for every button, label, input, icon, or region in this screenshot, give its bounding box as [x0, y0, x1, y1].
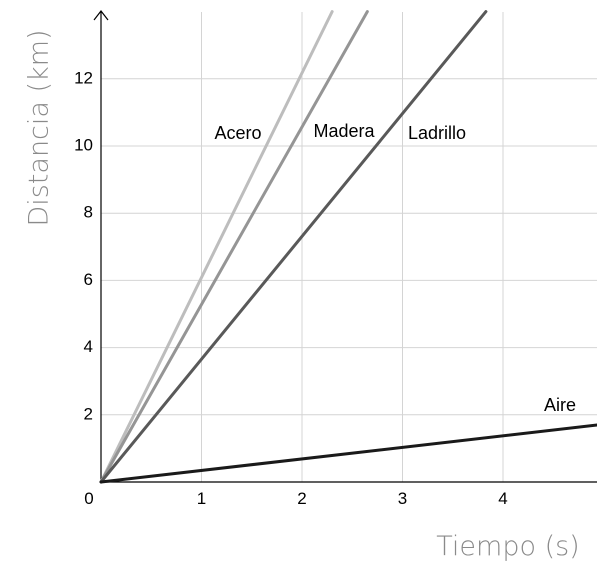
series-line-aire: [99, 423, 597, 484]
x-tick-label: 4: [498, 489, 507, 508]
y-tick-label: 12: [74, 68, 93, 87]
y-tick-label: 4: [84, 337, 93, 356]
y-axis-title: Distancia (km): [24, 29, 55, 226]
y-tick-label: 8: [84, 203, 93, 222]
series-line-madera: [99, 10, 369, 484]
y-tick-label: 6: [84, 270, 93, 289]
series-label-ladrillo: Ladrillo: [408, 123, 466, 143]
x-tick-label: 1: [197, 489, 206, 508]
x-axis-title: Tiempo (s): [436, 531, 579, 562]
series-line-ladrillo: [99, 10, 488, 484]
x-tick-label: 3: [398, 489, 407, 508]
series-line-acero: [99, 10, 334, 484]
grid: [101, 12, 597, 482]
axes: [93, 10, 597, 483]
x-tick-label: 2: [297, 489, 306, 508]
series-label-acero: Acero: [214, 123, 261, 143]
x-tick-label: 0: [84, 489, 93, 508]
y-axis-arrow: [93, 10, 109, 21]
y-tick-label: 10: [74, 135, 93, 154]
series-label-aire: Aire: [544, 395, 576, 415]
series-label-madera: Madera: [313, 121, 375, 141]
series-labels: Acero Madera Ladrillo Aire: [214, 121, 576, 415]
y-tick-label: 2: [84, 404, 93, 423]
series-lines: [99, 10, 597, 484]
